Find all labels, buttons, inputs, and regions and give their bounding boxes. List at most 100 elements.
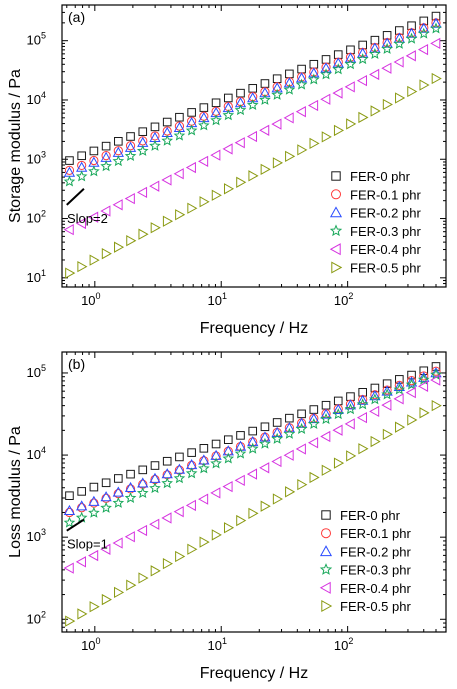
data-point bbox=[138, 127, 148, 136]
data-point bbox=[395, 421, 406, 433]
data-point bbox=[161, 512, 172, 524]
legend-label: FER-0.5 phr bbox=[350, 261, 421, 276]
data-point bbox=[211, 451, 221, 461]
data-point bbox=[222, 143, 233, 155]
series-fer-0-3-phr bbox=[63, 368, 442, 528]
series-fer-0-2-phr bbox=[63, 17, 442, 177]
y-tick-label: 105 bbox=[27, 31, 46, 48]
data-point bbox=[89, 146, 99, 156]
data-point bbox=[308, 67, 320, 78]
data-point bbox=[173, 472, 186, 484]
data-point bbox=[248, 170, 259, 182]
x-tick-label: 101 bbox=[207, 291, 226, 308]
y-tick-label: 103 bbox=[27, 527, 46, 544]
data-point bbox=[210, 114, 222, 126]
data-point bbox=[112, 199, 123, 211]
data-point bbox=[75, 217, 86, 230]
data-point bbox=[417, 43, 429, 56]
data-point bbox=[285, 69, 294, 79]
data-point bbox=[175, 209, 186, 221]
data-point bbox=[234, 137, 245, 149]
data-point bbox=[271, 455, 282, 468]
data-point bbox=[187, 543, 198, 555]
y-axis-label: Loss modulus / Pa bbox=[7, 426, 24, 558]
data-point bbox=[223, 183, 235, 195]
data-point bbox=[356, 411, 367, 424]
data-point bbox=[150, 461, 160, 470]
data-point bbox=[332, 57, 344, 68]
data-point bbox=[173, 506, 184, 518]
data-point bbox=[77, 160, 87, 171]
data-point bbox=[369, 393, 381, 405]
data-point bbox=[162, 117, 172, 127]
data-point bbox=[100, 543, 111, 555]
legend-label: FER-0.2 phr bbox=[340, 544, 411, 559]
data-point bbox=[100, 205, 111, 217]
y-tick-label: 102 bbox=[27, 209, 46, 226]
data-point bbox=[210, 149, 221, 161]
data-point bbox=[419, 79, 430, 91]
data-point bbox=[320, 68, 332, 80]
data-point bbox=[309, 405, 319, 414]
x-tick-label: 102 bbox=[334, 636, 353, 653]
series-fer-0-5-phr bbox=[65, 72, 442, 279]
legend-marker bbox=[329, 224, 343, 237]
legend-label: FER-0 phr bbox=[340, 508, 401, 523]
data-point bbox=[223, 93, 233, 103]
data-point bbox=[65, 491, 74, 500]
data-point bbox=[236, 514, 247, 527]
data-point bbox=[283, 449, 294, 461]
data-point bbox=[149, 518, 160, 530]
data-point bbox=[126, 132, 135, 141]
series-fer-0-phr bbox=[65, 11, 441, 165]
data-point bbox=[247, 436, 259, 447]
data-point bbox=[64, 507, 75, 518]
data-point bbox=[344, 418, 355, 430]
series-fer-0-4-phr bbox=[63, 374, 441, 574]
data-point bbox=[272, 493, 283, 505]
data-point bbox=[136, 487, 149, 499]
data-point bbox=[321, 55, 331, 64]
data-point bbox=[236, 176, 247, 188]
series-fer-0-1-phr bbox=[64, 18, 441, 175]
data-point bbox=[407, 85, 418, 98]
data-point bbox=[246, 98, 259, 111]
data-point bbox=[88, 506, 100, 518]
data-point bbox=[246, 468, 258, 480]
data-point bbox=[381, 388, 393, 400]
y-tick-label: 101 bbox=[27, 268, 46, 285]
data-point bbox=[297, 478, 308, 491]
data-point bbox=[185, 467, 198, 479]
data-point bbox=[124, 149, 137, 162]
x-tick-label: 100 bbox=[81, 291, 100, 308]
data-point bbox=[65, 615, 76, 627]
data-point bbox=[405, 386, 416, 399]
data-point bbox=[100, 501, 112, 513]
data-point bbox=[356, 398, 369, 410]
data-point bbox=[248, 507, 259, 520]
legend-label: FER-0.2 phr bbox=[350, 206, 421, 221]
data-point bbox=[259, 462, 270, 474]
data-point bbox=[246, 130, 258, 143]
data-point bbox=[198, 155, 209, 167]
data-point bbox=[100, 160, 112, 172]
data-point bbox=[419, 16, 429, 26]
data-point bbox=[198, 462, 210, 474]
data-point bbox=[357, 47, 369, 58]
data-point bbox=[407, 414, 418, 426]
data-point bbox=[138, 228, 149, 240]
legend-marker bbox=[331, 189, 341, 200]
data-point bbox=[272, 74, 282, 84]
data-point bbox=[125, 141, 136, 151]
data-point bbox=[307, 437, 319, 449]
data-point bbox=[369, 405, 380, 418]
legend-label: FER-0.3 phr bbox=[350, 224, 421, 239]
panel-label: (a) bbox=[68, 9, 85, 25]
data-point bbox=[75, 170, 88, 182]
data-point bbox=[173, 168, 184, 180]
series-fer-0-phr bbox=[65, 362, 441, 500]
data-point bbox=[393, 56, 404, 68]
slope-annotation: Slop=1 bbox=[67, 537, 108, 552]
data-point bbox=[271, 426, 283, 437]
data-point bbox=[199, 444, 209, 453]
